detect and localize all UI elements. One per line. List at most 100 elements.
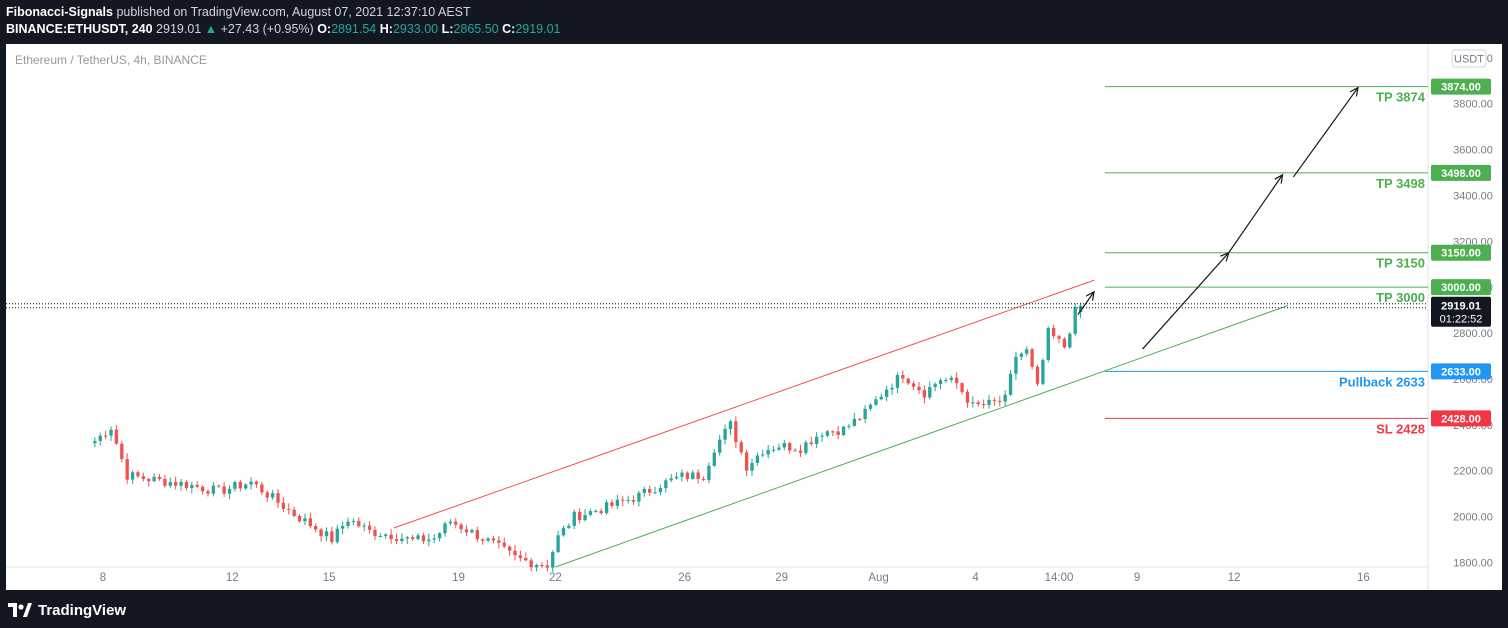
y-tick-label: 3800.00: [1453, 99, 1493, 111]
channel-lines: [393, 279, 1289, 568]
candle-body: [901, 374, 905, 379]
candle-body: [324, 531, 329, 537]
candle-body: [637, 492, 641, 502]
ohlc-line: BINANCE:ETHUSDT, 240 2919.01 ▲ +27.43 (+…: [6, 21, 561, 38]
change-up-icon: ▲: [204, 22, 218, 36]
arrow-line: [1142, 252, 1230, 350]
candle-body: [168, 482, 172, 486]
channel-support-line: [555, 305, 1289, 568]
candle-body: [125, 459, 129, 480]
candle-body: [868, 404, 873, 409]
candle-body: [233, 482, 237, 489]
candle-body: [572, 511, 576, 526]
candle-body: [664, 480, 668, 488]
candle-body: [782, 442, 786, 448]
candle-body: [314, 526, 318, 530]
candle-body: [707, 465, 711, 481]
x-tick-label: Aug: [868, 572, 888, 584]
currency-label: USDT: [1454, 54, 1484, 66]
candle-body: [723, 429, 727, 440]
candle-body: [340, 526, 345, 529]
x-tick-label: 19: [452, 572, 465, 584]
level-price-tag-label: 2428.00: [1441, 413, 1481, 425]
candle-body: [987, 399, 991, 405]
candle-body: [437, 533, 442, 539]
arrow-head-icon: [1274, 173, 1284, 184]
level-label: TP 3874: [1376, 90, 1426, 105]
candle-body: [960, 383, 964, 392]
candle-body: [809, 442, 813, 444]
candle-body: [206, 491, 210, 494]
candle-body: [335, 528, 339, 543]
level-price-tag-label: 3874.00: [1441, 82, 1481, 94]
candle-body: [217, 485, 221, 487]
candle-body: [750, 462, 754, 471]
candle-body: [157, 476, 162, 479]
footer-brand[interactable]: TradingView: [8, 599, 126, 621]
price-chart[interactable]: 1800.002000.002200.002400.002600.002800.…: [6, 44, 1502, 590]
candle-body: [330, 531, 334, 543]
candle-body: [831, 431, 835, 433]
candle-body: [804, 442, 808, 453]
low-label: L:: [441, 22, 454, 36]
candle-body: [793, 450, 797, 452]
candle-body: [955, 377, 959, 384]
level-price-tag-label: 3150.00: [1441, 248, 1481, 260]
candle-body: [249, 481, 253, 485]
x-tick-label: 16: [1357, 572, 1370, 584]
candle-body: [965, 391, 970, 403]
candle-body: [303, 518, 307, 522]
candle-body: [502, 542, 506, 547]
time-axis[interactable]: 8 12 15 19 22 26 29 Aug 4 14:00 9 12 16: [100, 572, 1370, 584]
candle-body: [481, 539, 485, 541]
open-label: O:: [317, 22, 332, 36]
candle-body: [448, 521, 453, 524]
candle-body: [190, 484, 194, 488]
chart-area[interactable]: 1800.002000.002200.002400.002600.002800.…: [6, 44, 1502, 590]
candle-body: [475, 530, 479, 540]
last-price-tag: [1431, 296, 1491, 327]
symbol-label[interactable]: BINANCE:ETHUSDT, 240: [6, 22, 153, 36]
candle-body: [1046, 327, 1050, 361]
candle-body: [405, 537, 409, 539]
candle-body: [621, 499, 625, 501]
candle-body: [788, 442, 792, 451]
author-name[interactable]: Fibonacci-Signals: [6, 5, 113, 19]
tradingview-logo-icon: [8, 603, 32, 617]
candle-body: [308, 518, 312, 527]
candle-body: [734, 421, 738, 443]
candle-body: [777, 447, 781, 450]
candle-body: [174, 482, 178, 486]
candle-body: [610, 502, 614, 506]
candle-body: [906, 378, 910, 384]
candle-body: [551, 552, 555, 568]
candle-body: [238, 482, 242, 489]
candle-body: [513, 550, 517, 556]
candle-body: [626, 500, 630, 502]
candle-body: [712, 452, 716, 466]
candle-body: [938, 380, 943, 385]
candle-body: [260, 484, 264, 493]
candle-body: [459, 524, 463, 530]
candle-body: [1008, 373, 1013, 395]
candle-body: [701, 478, 706, 481]
candle-body: [895, 374, 900, 388]
currency-badge[interactable]: [1451, 49, 1487, 68]
candle-body: [615, 499, 620, 506]
candle-body: [696, 472, 700, 479]
candle-body: [911, 383, 916, 387]
x-tick-label: 14:00: [1045, 572, 1074, 584]
y-tick-label: 2000.00: [1453, 512, 1493, 524]
candle-body: [545, 565, 549, 568]
candle-body: [841, 426, 846, 436]
candle-body: [1003, 394, 1007, 402]
candle-body: [1078, 305, 1083, 313]
price-change: +27.43 (+0.95%): [220, 22, 314, 36]
candle-body: [728, 421, 733, 430]
candle-body: [351, 520, 356, 522]
y-tick-label: 2800.00: [1453, 328, 1493, 340]
level-price-tag: [1431, 78, 1491, 95]
candle-body: [556, 535, 560, 553]
candle-body: [944, 380, 948, 382]
level-price-tag: [1431, 363, 1491, 380]
